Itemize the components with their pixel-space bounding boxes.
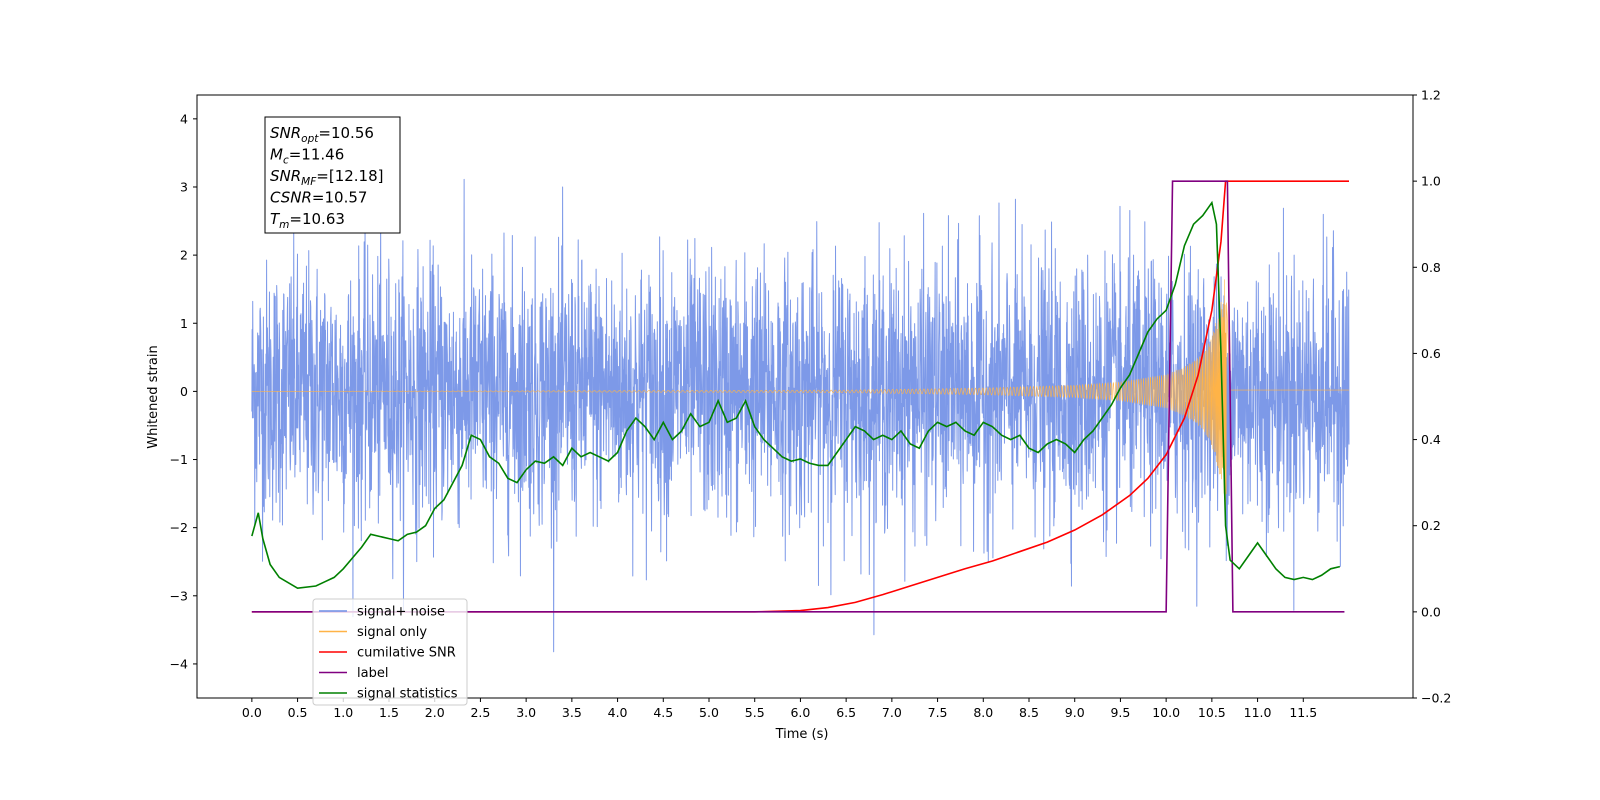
signal-only-series-line: [251, 279, 1349, 511]
y2-tick-label: 0.2: [1421, 518, 1441, 533]
info-box-line: Mc=11.46: [270, 146, 344, 167]
x-tick-label: 10.0: [1152, 705, 1180, 720]
y-tick-label: −3: [170, 588, 188, 603]
x-tick-label: 5.5: [745, 705, 765, 720]
x-tick-label: 6.5: [836, 705, 856, 720]
y2-tick-label: 1.0: [1421, 174, 1441, 189]
x-tick-label: 4.5: [653, 705, 673, 720]
y-tick-label: 1: [180, 316, 188, 331]
legend: signal+ noise signal only cumilative SNR la…: [312, 598, 468, 706]
x-tick-label: 8.0: [973, 705, 993, 720]
y-tick-label: 2: [180, 248, 188, 263]
y2-tick-label: 0.4: [1421, 432, 1441, 447]
signal-statistics-series-line: [251, 200, 1341, 589]
info-box-line: CSNR=10.57: [270, 189, 367, 207]
label-series-line: [251, 180, 1345, 613]
x-tick-label: 9.5: [1110, 705, 1130, 720]
x-tick-label: 0.5: [288, 705, 308, 720]
y-axis-label: Whitened strain: [146, 345, 161, 448]
y-tick-label: 0: [180, 384, 188, 399]
y2-tick-label: 1.2: [1421, 88, 1441, 103]
x-tick-label: 11.0: [1244, 705, 1272, 720]
cumulative-snr-series-line: [251, 180, 1349, 613]
legend-label: signal statistics: [357, 687, 458, 702]
x-tick-label: 9.0: [1065, 705, 1085, 720]
y-tick-label: −1: [170, 452, 188, 467]
info-box-line: Tm=10.63: [270, 210, 345, 231]
info-box: SNRopt=10.56Mc=11.46SNRMF=[12.18]CSNR=10…: [264, 116, 401, 234]
x-tick-label: 3.5: [562, 705, 582, 720]
x-tick-label: 2.5: [470, 705, 490, 720]
legend-label: label: [357, 666, 388, 681]
y2-tick-label: 0.8: [1421, 260, 1441, 275]
x-tick-label: 5.0: [699, 705, 719, 720]
legend-label: signal only: [357, 625, 427, 640]
x-axis-label: Time (s): [775, 727, 829, 742]
x-tick-label: 1.5: [379, 705, 399, 720]
y-axis-right: 1.2 1.0 0.8 0.6 0.4 0.2 0.0 −0.2: [1413, 88, 1451, 706]
y-tick-label: −4: [170, 656, 188, 671]
legend-label: cumilative SNR: [357, 646, 456, 661]
y2-tick-label: 0.0: [1421, 604, 1441, 619]
x-tick-label: 11.5: [1289, 705, 1317, 720]
x-tick-label: 7.5: [928, 705, 948, 720]
info-box-line: SNRMF=[12.18]: [270, 167, 384, 188]
y2-tick-label: 0.6: [1421, 346, 1441, 361]
x-axis: 0.0 0.5 1.0 1.5 2.0 2.5 3.0 3.5 4.0 4.5 5.0 5.5 6.0 6…: [242, 698, 1317, 720]
y2-tick-label: −0.2: [1421, 691, 1451, 706]
x-tick-label: 3.0: [516, 705, 536, 720]
x-tick-label: 4.0: [608, 705, 628, 720]
y-tick-label: 4: [180, 111, 188, 126]
y-tick-label: −2: [170, 520, 188, 535]
info-box-line: SNRopt=10.56: [270, 124, 374, 145]
x-tick-label: 1.0: [333, 705, 353, 720]
x-tick-label: 8.5: [1019, 705, 1039, 720]
x-tick-label: 2.0: [425, 705, 445, 720]
plot-series-layer: [251, 178, 1350, 653]
x-tick-label: 10.5: [1198, 705, 1226, 720]
x-tick-label: 6.0: [790, 705, 810, 720]
plot-frame: [196, 94, 1414, 699]
x-tick-label: 0.0: [242, 705, 262, 720]
legend-label: signal+ noise: [357, 605, 445, 620]
y-tick-label: 3: [180, 179, 188, 194]
y-axis-left: 4 3 2 1 0 −1 −2 −3 −4: [170, 111, 197, 671]
x-tick-label: 7.0: [882, 705, 902, 720]
